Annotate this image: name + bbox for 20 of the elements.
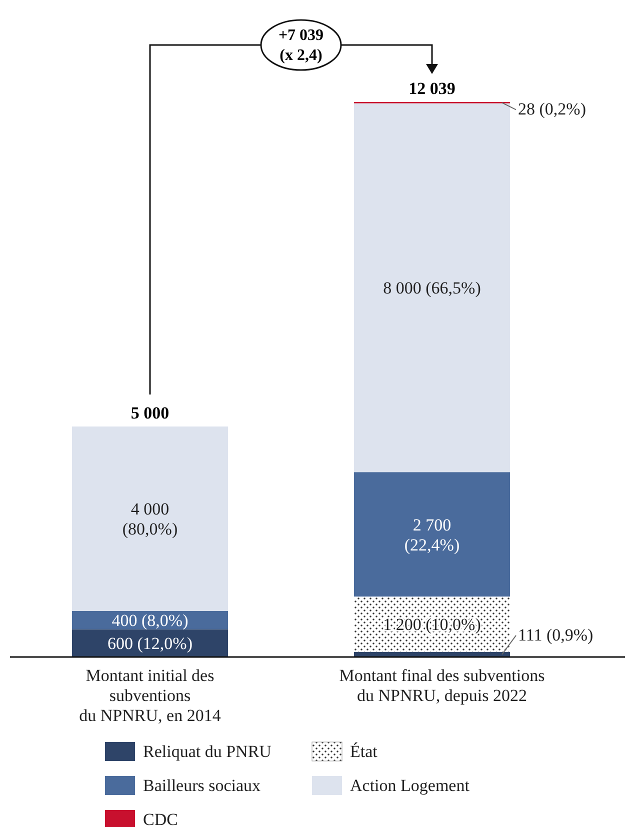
legend-label: Bailleurs sociaux [143,776,262,795]
data-label: 8 000 (66,5%) [383,278,481,298]
data-label: 28 (0,2%) [518,100,586,119]
legend-label: État [350,742,378,761]
x-tick-label: Montant initial des subventions du NPNRU, en 2014 [79,666,222,725]
x-tick-label: Montant final des subventions du NPNRU, depuis 2022 [339,666,545,705]
bar [72,426,228,611]
legend-label: CDC [143,810,178,827]
bar [354,103,510,472]
data-label: 111 (0,9%) [518,625,594,644]
legend-label: Reliquat du PNRU [143,742,272,761]
data-label: 400 (8,0%) [112,611,188,630]
data-label: 600 (12,0%) [108,634,192,654]
legend-label: Action Logement [350,776,470,795]
text: +7 039 (x 2,4) [278,27,324,64]
bar [354,472,510,597]
data-label: 4 000 (80,0%) [122,500,178,539]
data-label: 2 700 (22,4%) [404,515,460,554]
total-label: 12 039 [408,79,456,98]
total-label: 5 000 [130,404,170,422]
